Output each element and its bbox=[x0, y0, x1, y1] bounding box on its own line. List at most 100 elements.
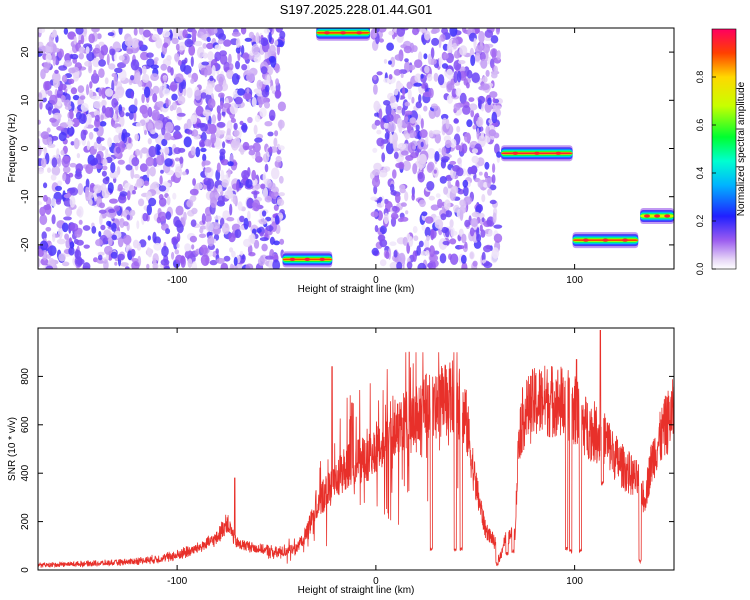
spectrogram-cell bbox=[121, 132, 126, 142]
spectrogram-cell bbox=[134, 133, 139, 141]
spectrogram-cell bbox=[427, 161, 435, 171]
spectrogram-cell bbox=[462, 105, 471, 115]
spectrogram-cell bbox=[104, 245, 113, 255]
spectrogram-cell bbox=[74, 249, 82, 260]
spectrogram-cell bbox=[221, 111, 226, 116]
spectrogram-cell bbox=[449, 219, 454, 228]
spectrogram-cell bbox=[482, 43, 490, 54]
spectrogram-cell bbox=[253, 190, 258, 199]
spectrogram-cell bbox=[204, 69, 208, 78]
spectrogram-cell bbox=[70, 53, 79, 60]
spectrogram-cell bbox=[209, 259, 218, 266]
spectrogram-cell bbox=[50, 174, 57, 181]
spectrogram-cell bbox=[38, 145, 42, 157]
spectrogram-cell bbox=[439, 253, 447, 264]
spectrogram-cell bbox=[124, 38, 134, 47]
spectrogram-cell bbox=[96, 137, 105, 142]
spectrogram-cell bbox=[91, 28, 100, 33]
spectrogram-cell bbox=[221, 179, 229, 188]
spectrogram-cell bbox=[174, 249, 180, 255]
spectrogram-cell bbox=[476, 227, 480, 239]
spectrogram-cell bbox=[50, 32, 58, 38]
spectrogram-cell bbox=[244, 37, 252, 42]
spectrogram-cell bbox=[241, 122, 248, 133]
spectrogram-cell bbox=[496, 151, 502, 158]
spectrogram-cell bbox=[390, 56, 396, 68]
spectrogram-cell bbox=[456, 70, 462, 83]
spectrogram-cell bbox=[371, 247, 379, 256]
spectrogram-cell bbox=[373, 185, 378, 195]
spectrogram-cell bbox=[412, 250, 417, 262]
spectrogram-cell bbox=[393, 250, 398, 258]
spectrogram-cell bbox=[184, 243, 191, 252]
spectrogram-cell bbox=[445, 139, 452, 149]
spectrogram-cell bbox=[400, 202, 407, 207]
spectrogram-cell bbox=[471, 211, 481, 218]
spectrogram-cell bbox=[72, 94, 80, 101]
spectrogram-cell bbox=[68, 78, 75, 85]
spectrogram-cell bbox=[402, 236, 408, 246]
spectrogram-cell bbox=[256, 228, 262, 233]
spectrogram-cell bbox=[126, 143, 133, 150]
spectrogram-cell bbox=[400, 150, 409, 156]
spectrogram-cell bbox=[182, 29, 188, 39]
colorbar-tick-label: 0.0 bbox=[695, 263, 705, 276]
spectrogram-cell bbox=[117, 253, 125, 261]
spectrogram-cell bbox=[156, 101, 165, 108]
signal-track-hotspot bbox=[319, 257, 326, 261]
spectrogram-cell bbox=[261, 243, 268, 252]
spectrogram-cell bbox=[75, 28, 84, 35]
spectrogram-cell bbox=[438, 148, 442, 153]
spectrogram-cell bbox=[484, 36, 493, 41]
spectrogram-cell bbox=[158, 197, 167, 207]
spectrogram-cell bbox=[257, 257, 266, 266]
spectrogram-cell bbox=[114, 67, 123, 74]
spectrogram-cell bbox=[183, 211, 187, 222]
spectrogram-cell bbox=[49, 94, 58, 106]
spectrogram-cell bbox=[452, 42, 457, 50]
spectrogram-cell bbox=[404, 58, 409, 63]
spectrogram-cell bbox=[278, 214, 284, 219]
spectrogram-cell bbox=[43, 182, 48, 189]
spectrogram-cell bbox=[425, 135, 429, 145]
spectrogram-cell bbox=[478, 171, 483, 176]
spectrogram-cell bbox=[427, 53, 432, 65]
spectrogram-cell bbox=[229, 63, 234, 71]
spectrogram-cell bbox=[108, 237, 113, 246]
spectrogram-cell bbox=[45, 265, 54, 269]
spectrogram-cell bbox=[488, 229, 493, 237]
spectrogram-cell bbox=[468, 97, 475, 102]
spectrogram-cell bbox=[262, 172, 267, 183]
spectrogram-cell bbox=[393, 69, 401, 76]
spectrogram-cell bbox=[385, 251, 390, 259]
colorbar-gradient bbox=[711, 28, 737, 270]
spectrogram-cell bbox=[493, 224, 503, 229]
x-tick-label: -100 bbox=[167, 275, 187, 286]
spectrogram-cell bbox=[101, 87, 107, 99]
spectrogram-cell bbox=[248, 31, 255, 39]
spectrogram-cell bbox=[189, 188, 199, 196]
spectrogram-cell bbox=[445, 68, 454, 80]
spectrogram-cell bbox=[86, 51, 95, 62]
spectrogram-cell bbox=[268, 109, 276, 122]
spectrogram-cell bbox=[114, 261, 118, 266]
spectrogram-cell bbox=[162, 76, 168, 82]
spectrogram-cell bbox=[69, 50, 73, 56]
spectrogram-cell bbox=[470, 109, 475, 118]
spectrogram-cell bbox=[126, 214, 131, 220]
spectrogram-cell bbox=[117, 62, 126, 69]
y-tick-label: 0 bbox=[20, 145, 31, 151]
spectrogram-cell bbox=[424, 216, 434, 224]
spectrogram-cell bbox=[230, 118, 236, 123]
spectrogram-cell bbox=[373, 162, 382, 171]
colorbar-label: Normalized spectral amplitude bbox=[736, 81, 747, 216]
spectrogram-cell bbox=[78, 52, 85, 60]
spectrogram-cell bbox=[424, 65, 430, 74]
spectrogram-cell bbox=[71, 117, 80, 128]
spectrogram-cell bbox=[86, 140, 91, 151]
spectrogram-cell bbox=[378, 28, 387, 33]
spectrogram-cell bbox=[218, 92, 225, 98]
spectrogram-cell bbox=[490, 252, 498, 264]
spectrogram-cell bbox=[463, 185, 469, 197]
spectrogram-cell bbox=[169, 105, 174, 112]
